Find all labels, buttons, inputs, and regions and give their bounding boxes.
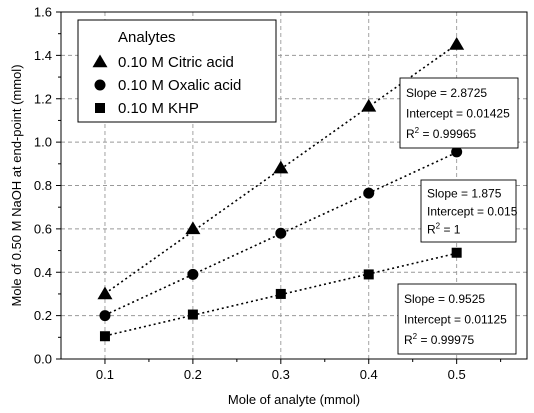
axis-ticks: 0.1 0.2 0.3 0.4 0.5 0.0 0.2 0.4 0.6 0.8 1.0 1.2 1.4 1… [34,5,502,382]
fit-annotation-line: Slope = 2.8725 [406,86,487,100]
fit-annotations: Slope = 2.8725 Intercept = 0.01425 R2 = 0.… [397,77,519,355]
data-point-circle [275,227,287,239]
data-point-triangle [273,160,289,174]
fit-annotation-r2: R2 = 0.99965 [406,126,477,141]
x-tick-label: 0.2 [184,367,202,382]
y-tick-label: 0.2 [34,308,52,323]
y-tick-label: 1.6 [34,5,52,20]
fit-annotation-line: Slope = 1.875 [427,187,502,201]
x-tick-label: 0.4 [360,367,378,382]
x-tick-label: 0.5 [448,367,466,382]
data-point-square [187,309,198,320]
data-point-triangle [185,221,201,235]
y-tick-label: 1.0 [34,135,52,150]
data-point-triangle [449,37,465,50]
data-point-square [275,288,286,299]
y-tick-label: 0.4 [34,265,52,280]
data-point-circle [451,146,463,158]
x-tick-label: 0.1 [96,367,114,382]
y-axis-label: Mole of 0.50 M NaOH at end-point (mmol) [9,64,24,306]
data-point-square [451,247,462,258]
fit-annotation-line: Intercept = 0.01425 [406,107,510,121]
data-point-circle [99,310,111,322]
data-point-square [363,269,374,280]
legend-marker-circle [94,79,106,91]
data-point-square [99,331,110,342]
x-axis-label: Mole of analyte (mmol) [228,392,360,407]
fit-annotation-box [397,283,517,355]
legend-entry: 0.10 M Oxalic acid [118,77,241,94]
fit-annotation-r2: R2 = 1 [427,222,461,237]
fit-annotation-r2: R2 = 0.99975 [404,332,475,347]
legend-marker-square [95,103,105,113]
legend: Analytes 0.10 M Citric acid 0.10 M Oxalic … [77,19,277,123]
data-point-circle [363,187,375,199]
legend-marker-triangle [92,54,108,68]
x-tick-label: 0.3 [272,367,290,382]
fit-annotation-line: Intercept = 0.01125 [404,313,507,327]
y-tick-label: 1.4 [34,48,52,63]
legend-title: Analytes [118,29,176,46]
data-point-circle [187,268,199,280]
data-point-triangle [97,286,113,300]
y-tick-label: 0.0 [34,352,52,367]
y-tick-label: 1.2 [34,91,52,106]
y-tick-label: 0.6 [34,221,52,236]
legend-entry: 0.10 M KHP [118,100,199,117]
data-point-triangle [361,98,377,112]
data-points [97,37,465,342]
legend-box [77,19,277,123]
legend-entry: 0.10 M Citric acid [118,54,234,71]
fit-annotation-box [420,179,517,243]
y-tick-label: 0.8 [34,178,52,193]
fit-annotation-line: Intercept = 0.015 [427,205,518,219]
fit-annotation-box [399,77,519,149]
fit-annotation-line: Slope = 0.9525 [404,292,485,306]
